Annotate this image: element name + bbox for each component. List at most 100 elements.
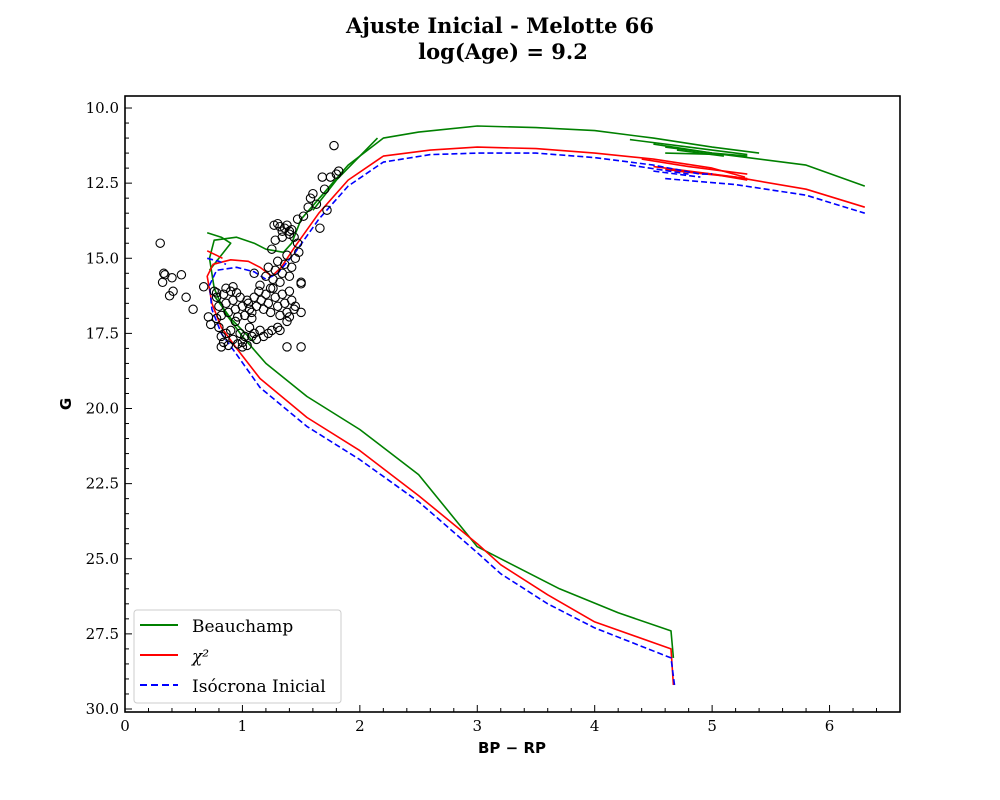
y-axis-label: G [57, 398, 75, 410]
data-point [282, 342, 292, 352]
data-point [265, 283, 276, 294]
y-tick-label: 10.0 [86, 99, 119, 117]
data-point [319, 184, 330, 194]
y-tick-label: 15.0 [86, 249, 119, 267]
data-point [247, 307, 257, 318]
data-point [237, 342, 248, 352]
data-point [216, 342, 227, 352]
data-point [240, 331, 250, 342]
data-point [263, 328, 274, 339]
data-point [211, 288, 222, 298]
data-point [284, 271, 295, 282]
data-point [214, 322, 224, 333]
data-point [290, 301, 301, 312]
data-point [231, 288, 242, 298]
data-point [247, 313, 257, 324]
data-point [282, 316, 292, 327]
data-point [286, 224, 297, 235]
data-point [176, 270, 187, 280]
data-point [242, 340, 252, 351]
data-point [249, 328, 259, 339]
data-point [157, 277, 168, 288]
data-point [258, 331, 269, 342]
legend-label-beauchamp: Beauchamp [192, 617, 293, 637]
data-point [209, 286, 219, 297]
data-point [232, 339, 243, 349]
y-axis: 10.0 12.5 15.0 17.5 20.0 22.5 25.0 27.5 30.0 [86, 99, 132, 718]
data-point [284, 226, 295, 236]
plot-frame [124, 95, 901, 713]
x-tick-label: 3 [472, 717, 482, 735]
data-point [317, 172, 328, 182]
cluster-stars [155, 140, 344, 352]
x-tick-label: 1 [238, 717, 248, 735]
data-point [292, 214, 303, 224]
x-axis-label: BP − RP [478, 739, 546, 757]
chart-title-line-1: Ajuste Inicial - Melotte 66 [345, 13, 654, 38]
data-point [247, 331, 257, 342]
data-point [230, 316, 241, 327]
data-point [232, 312, 243, 322]
data-point [296, 279, 306, 289]
y-tick-label: 27.5 [86, 625, 119, 643]
y-tick-label: 17.5 [86, 324, 119, 342]
isochrone-lines [206, 125, 866, 686]
data-point [221, 283, 231, 294]
data-point [237, 337, 248, 348]
series-line-beauchamp-5 [665, 146, 713, 154]
chart-title-line-2: log(Age) = 9.2 [418, 39, 588, 64]
data-point [329, 140, 339, 151]
data-point [243, 298, 254, 309]
data-point [286, 262, 297, 273]
data-point [270, 235, 281, 245]
data-point [216, 331, 227, 342]
data-point [168, 286, 178, 297]
data-point [211, 313, 222, 324]
series-line-chi2-2 [641, 158, 748, 175]
y-tick-label: 30.0 [86, 700, 119, 718]
data-point [225, 325, 236, 336]
series-line-beauchamp-7 [665, 152, 866, 187]
data-point [261, 289, 271, 300]
data-point [267, 244, 277, 254]
y-tick-label: 25.0 [86, 550, 119, 568]
series-line-isocrona-inicial-3 [653, 170, 701, 178]
legend: Beauchamp χ² Isócrona Inicial [133, 609, 342, 704]
data-point [305, 193, 316, 203]
data-point [249, 268, 259, 279]
data-point [268, 283, 278, 294]
data-point [284, 312, 295, 322]
y-tick-label: 20.0 [86, 400, 119, 418]
data-point [198, 282, 209, 292]
series-line-beauchamp-0 [208, 125, 760, 658]
data-point [272, 322, 283, 333]
series-line-isocrona-inicial-1 [207, 257, 227, 266]
data-point [272, 218, 283, 229]
data-point [282, 250, 292, 261]
series-line-beauchamp-2 [312, 137, 379, 211]
data-point [255, 280, 265, 291]
series-line-chi2-1 [206, 250, 223, 260]
data-point [315, 223, 325, 233]
data-point [181, 292, 191, 303]
x-tick-label: 4 [590, 717, 600, 735]
data-point [235, 328, 245, 339]
series-line-beauchamp-3 [629, 138, 748, 156]
data-point [275, 277, 285, 288]
data-point [244, 322, 255, 333]
data-point [322, 205, 332, 215]
data-point [225, 286, 236, 297]
y-tick-label: 12.5 [86, 174, 119, 192]
data-point [333, 166, 344, 176]
x-tick-label: 6 [825, 717, 835, 735]
data-point [331, 169, 342, 179]
data-point [167, 273, 177, 283]
series-line-chi2-0 [206, 146, 746, 686]
series-line-isocrona-inicial-4 [665, 177, 866, 214]
series-line-isocrona-inicial-2 [629, 164, 689, 175]
data-point [218, 337, 229, 348]
data-point [311, 199, 322, 209]
x-axis: 0 1 2 3 4 5 6 [120, 705, 901, 735]
data-point [303, 202, 313, 212]
